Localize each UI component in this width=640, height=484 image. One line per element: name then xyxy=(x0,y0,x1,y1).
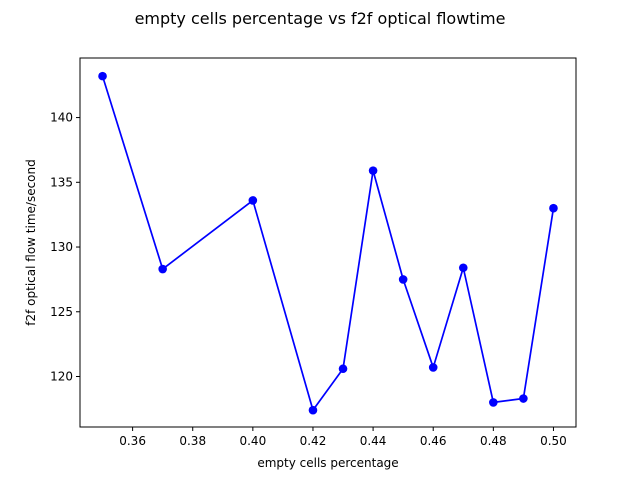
data-point xyxy=(98,71,107,81)
x-axis-ticks: 0.36 0.38 0.40 0.42 0.44 0.46 0.48 0.50 xyxy=(119,427,567,448)
data-point xyxy=(458,263,468,273)
data-point xyxy=(489,398,498,407)
series-layer xyxy=(98,71,558,415)
y-axis-label: f2f optical flow time/second xyxy=(24,159,38,325)
data-point xyxy=(428,363,438,372)
y-tick-label: 135 xyxy=(50,175,73,189)
data-point xyxy=(368,166,378,175)
series-line xyxy=(101,75,555,412)
x-axis-label: empty cells percentage xyxy=(257,456,398,470)
data-point xyxy=(398,275,408,284)
x-tick-label: 0.44 xyxy=(360,434,387,448)
x-tick-label: 0.42 xyxy=(300,434,327,448)
y-axis-ticks: 120 125 130 135 140 xyxy=(50,111,80,384)
y-tick-label: 125 xyxy=(50,305,73,319)
x-tick-label: 0.40 xyxy=(239,434,266,448)
plot-area xyxy=(80,58,576,427)
chart-title: empty cells percentage vs f2f optical fl… xyxy=(135,9,506,28)
x-tick-label: 0.46 xyxy=(420,434,447,448)
y-tick-label: 130 xyxy=(50,240,73,254)
x-tick-label: 0.38 xyxy=(179,434,206,448)
data-point xyxy=(158,264,167,274)
data-point xyxy=(549,203,558,213)
data-point xyxy=(519,394,528,403)
x-tick-label: 0.50 xyxy=(540,434,567,448)
plot-frame xyxy=(79,57,577,428)
y-tick-label: 140 xyxy=(50,111,73,125)
data-point xyxy=(338,364,348,374)
y-tick-label: 120 xyxy=(50,370,73,384)
data-point xyxy=(308,405,318,415)
x-tick-label: 0.36 xyxy=(119,434,146,448)
x-tick-label: 0.48 xyxy=(480,434,507,448)
data-point xyxy=(248,196,258,205)
